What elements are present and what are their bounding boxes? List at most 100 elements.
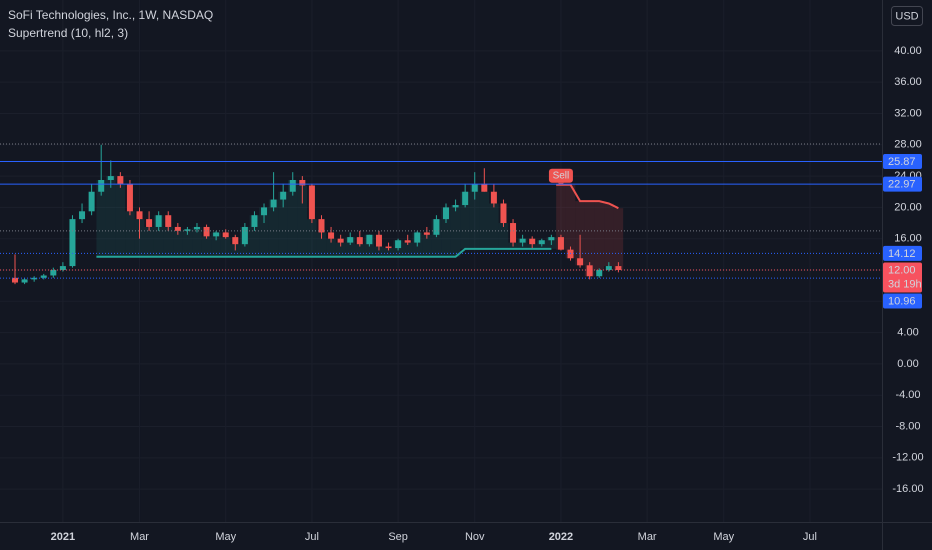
candle-body: [136, 211, 143, 220]
supertrend-fill: [460, 191, 470, 249]
supertrend-fill: [565, 184, 576, 259]
candle-body: [423, 232, 430, 235]
supertrend-fill: [201, 236, 212, 257]
supertrend-fill: [307, 219, 317, 257]
supertrend-fill: [125, 211, 135, 257]
candle-body: [79, 211, 86, 220]
currency-label[interactable]: USD: [895, 10, 918, 22]
supertrend-fill: [268, 199, 279, 257]
supertrend-fill: [431, 219, 442, 257]
supertrend-fill: [182, 229, 193, 257]
candle-body: [69, 219, 76, 267]
signal-bubble: [548, 168, 573, 183]
supertrend-fill: [173, 230, 183, 257]
x-tick-label: May: [713, 531, 734, 543]
candle-body: [261, 207, 268, 216]
y-tick-label: 32.00: [894, 107, 922, 119]
currency-button[interactable]: [891, 6, 923, 26]
candle-body: [356, 237, 363, 245]
supertrend-fill: [249, 215, 260, 257]
candle-body: [203, 226, 210, 237]
candle-body: [337, 238, 344, 243]
y-tick-label: -4.00: [895, 389, 920, 401]
supertrend-fill: [489, 203, 499, 249]
countdown-label: 3d 19h: [888, 278, 922, 290]
indicator-label: Supertrend (10, hl2, 3): [8, 26, 128, 40]
candle-body: [155, 215, 162, 227]
candle-body: [251, 215, 258, 227]
candle-body: [605, 266, 612, 270]
candle-body: [404, 240, 411, 243]
price-label-box: [883, 262, 922, 293]
supertrend-fill: [153, 215, 164, 257]
price-label: 22.97: [888, 179, 916, 191]
price-label: 10.96: [888, 295, 916, 307]
candle-body: [193, 226, 200, 230]
candle-body: [557, 237, 564, 250]
price-label: 14.12: [888, 248, 916, 260]
supertrend-fill: [402, 242, 413, 257]
candle-body: [529, 238, 536, 245]
supertrend-fill: [450, 205, 461, 257]
signal-label: Sell: [553, 170, 570, 181]
x-tick-label: Sep: [388, 531, 408, 543]
supertrend-fill: [144, 226, 154, 257]
x-tick-label: Jul: [803, 531, 817, 543]
candle-body: [117, 176, 124, 184]
supertrend-fill: [297, 185, 308, 257]
candle-body: [519, 238, 526, 243]
chart-title: SoFi Technologies, Inc., 1W, NASDAQ: [8, 8, 213, 22]
candle-body: [395, 240, 402, 249]
y-tick-label: 28.00: [894, 139, 922, 151]
supertrend-fill: [594, 201, 605, 270]
candle-body: [567, 249, 574, 259]
y-tick-label: -12.00: [892, 452, 923, 464]
supertrend-fill: [604, 203, 614, 267]
y-tick-label: -8.00: [895, 420, 920, 432]
y-tick-label: 0.00: [897, 358, 918, 370]
supertrend-fill: [479, 191, 490, 249]
supertrend-fill: [383, 248, 394, 257]
price-label-box: [883, 176, 922, 192]
x-tick-label: Mar: [638, 531, 657, 543]
x-tick-label: 2021: [51, 531, 75, 543]
supertrend-fill: [355, 244, 365, 257]
supertrend-fill: [192, 226, 202, 257]
candle-body: [40, 275, 47, 278]
candle-body: [59, 266, 66, 270]
supertrend-fill: [422, 234, 432, 257]
x-tick-label: May: [215, 531, 236, 543]
supertrend-fill: [105, 176, 116, 257]
price-label-box: [883, 293, 922, 309]
candle-body: [31, 277, 38, 280]
candle-body: [452, 205, 459, 208]
price-label-box: [883, 153, 922, 169]
candle-body: [146, 219, 153, 227]
candle-body: [184, 229, 191, 231]
price-label-box: [883, 245, 922, 261]
x-tick-label: Jul: [305, 531, 319, 543]
candle-body: [548, 237, 555, 241]
supertrend-fill: [613, 208, 624, 270]
candle-body: [107, 176, 114, 180]
candle-body: [308, 185, 315, 220]
supertrend-fill: [441, 207, 451, 257]
candle-body: [299, 180, 306, 186]
candle-body: [471, 183, 478, 192]
candle-body: [615, 266, 622, 270]
candle-body: [500, 203, 507, 224]
candle-body: [165, 215, 172, 227]
supertrend-fill: [96, 180, 106, 257]
candle-body: [232, 237, 239, 245]
candle-body: [280, 191, 287, 200]
candle-body: [270, 199, 277, 208]
candle-body: [538, 240, 545, 245]
supertrend-fill: [220, 237, 231, 257]
candle-body: [12, 277, 18, 283]
supertrend-fill: [211, 232, 221, 257]
candle-body: [510, 223, 517, 243]
candle-body: [174, 226, 181, 231]
supertrend-fill: [163, 226, 174, 257]
candle-body: [222, 232, 229, 238]
